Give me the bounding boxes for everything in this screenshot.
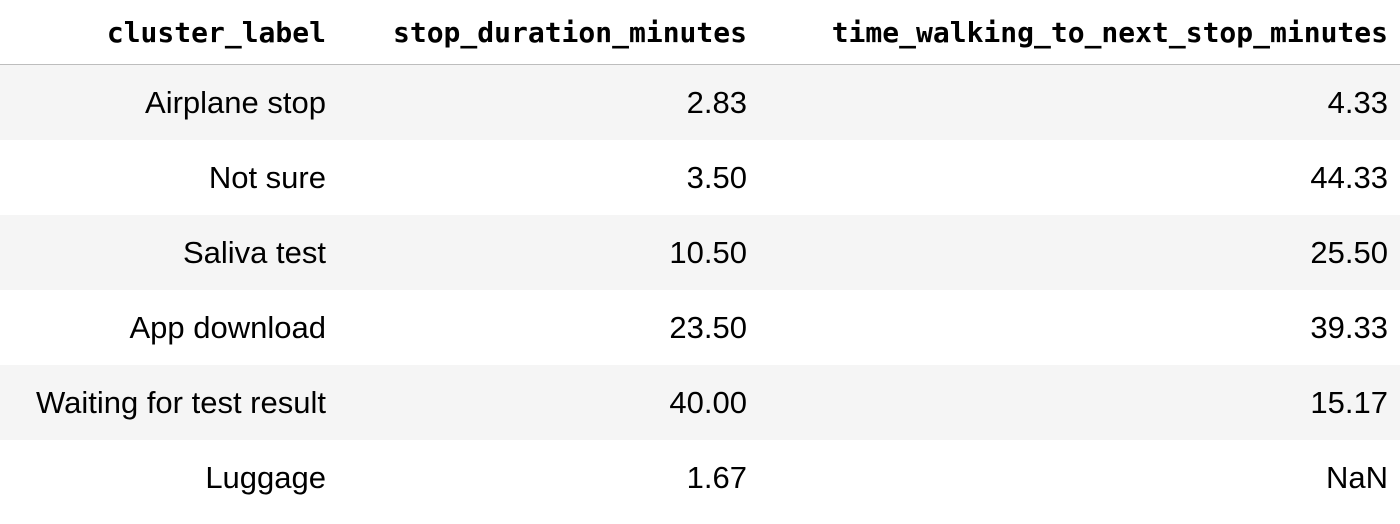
column-header-time-walking-to-next-stop-minutes: time_walking_to_next_stop_minutes (759, 0, 1400, 65)
cell-cluster-label: Waiting for test result (35, 384, 326, 420)
cell-time-walking: 15.17 (1310, 384, 1388, 420)
table-row: Luggage 1.67 NaN (0, 440, 1400, 515)
cell-time-walking: NaN (1325, 459, 1388, 495)
cell-time-walking: 44.33 (1310, 159, 1388, 195)
column-header-stop-duration-minutes: stop_duration_minutes (338, 0, 759, 65)
cell-cluster-label: Saliva test (182, 234, 326, 270)
cell-cluster-label: Not sure (208, 159, 326, 195)
table-row: App download 23.50 39.33 (0, 290, 1400, 365)
table-row: Saliva test 10.50 25.50 (0, 215, 1400, 290)
cell-stop-duration: 23.50 (669, 309, 747, 345)
cell-stop-duration: 2.83 (686, 84, 747, 120)
cell-time-walking: 25.50 (1310, 234, 1388, 270)
table-header-row: cluster_label stop_duration_minutes time… (0, 0, 1400, 65)
table-row: Airplane stop 2.83 4.33 (0, 64, 1400, 140)
cell-time-walking: 39.33 (1310, 309, 1388, 345)
cell-cluster-label: Airplane stop (145, 84, 326, 120)
cell-stop-duration: 10.50 (669, 234, 747, 270)
cell-time-walking: 4.33 (1327, 84, 1388, 120)
cell-cluster-label: App download (129, 309, 327, 345)
cell-cluster-label: Luggage (205, 459, 326, 495)
column-header-cluster-label: cluster_label (0, 0, 338, 65)
table-row: Not sure 3.50 44.33 (0, 140, 1400, 215)
cell-stop-duration: 1.67 (686, 459, 747, 495)
cell-stop-duration: 3.50 (686, 159, 747, 195)
table-row: Waiting for test result 40.00 15.17 (0, 365, 1400, 440)
cell-stop-duration: 40.00 (669, 384, 747, 420)
